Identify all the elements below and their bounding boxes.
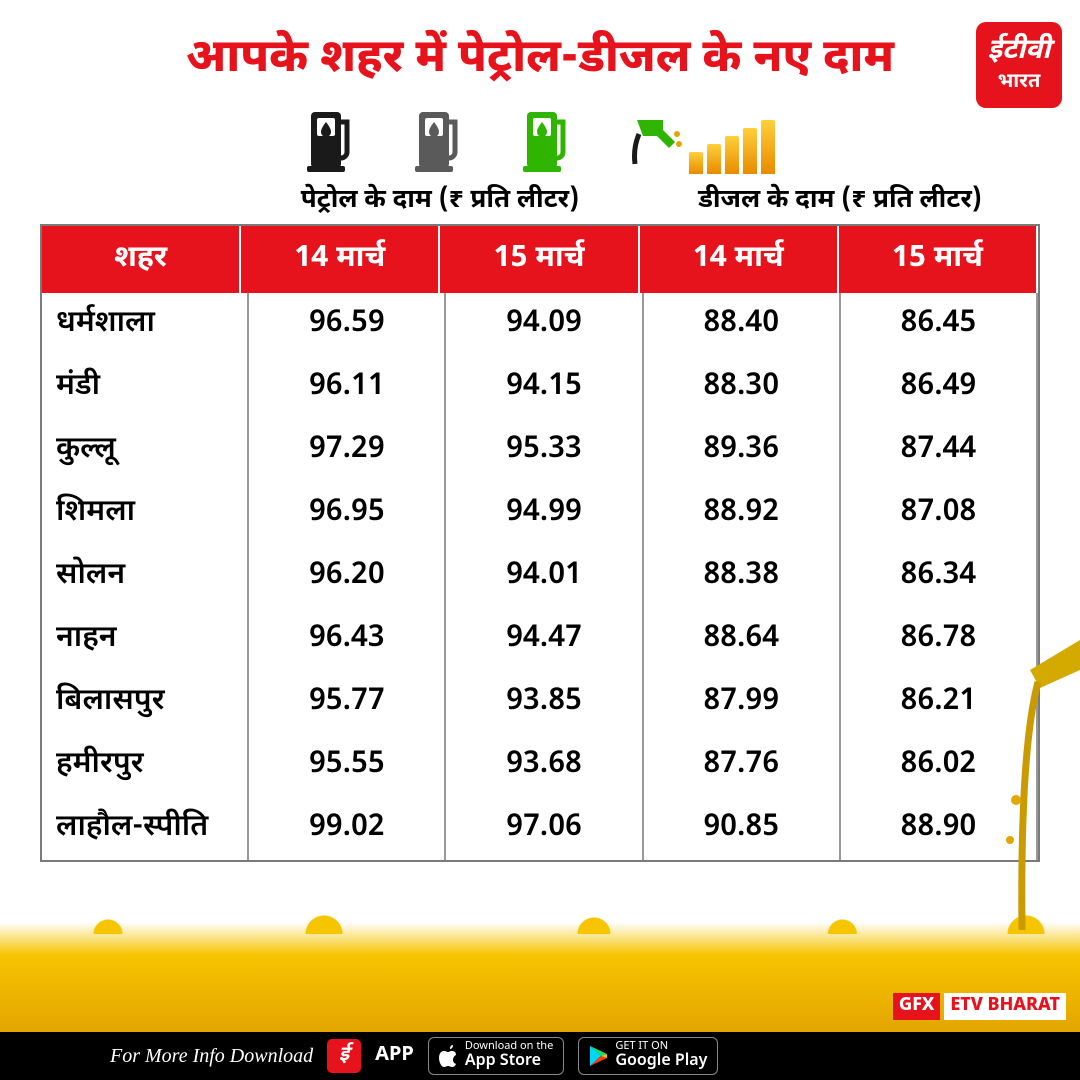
table-row: सोलन96.2094.0188.3886.34	[42, 545, 1038, 608]
googleplay-badge[interactable]: GET IT ONGoogle Play	[578, 1037, 718, 1075]
cell-value: 89.36	[644, 419, 841, 482]
cell-value: 94.99	[446, 482, 643, 545]
footer-text: For More Info Download	[110, 1045, 313, 1068]
bar-chart-icon	[689, 120, 775, 174]
price-table: शहर 14 मार्च 15 मार्च 14 मार्च 15 मार्च …	[40, 224, 1040, 862]
cell-value: 95.55	[249, 734, 446, 797]
table-row: शिमला96.9594.9988.9287.08	[42, 482, 1038, 545]
cell-value: 95.77	[249, 671, 446, 734]
footer-bar: For More Info Download ई APP Download on…	[0, 1032, 1080, 1080]
appstore-badge[interactable]: Download on theApp Store	[428, 1037, 564, 1075]
page-title: आपके शहर में पेट्रोल-डीजल के नए दाम	[0, 0, 1080, 90]
fuel-nozzle-icon	[629, 114, 683, 174]
table-row: कुल्लू97.2995.3389.3687.44	[42, 419, 1038, 482]
fuel-pump-icon	[413, 104, 471, 174]
brand-logo: ईटीवी भारत	[976, 22, 1062, 108]
cell-value: 88.92	[644, 482, 841, 545]
table-row: लाहौल-स्पीति99.0297.0690.8588.90	[42, 797, 1038, 860]
col-p15: 15 मार्च	[440, 226, 639, 293]
fuel-pump-icon	[521, 104, 579, 174]
cell-city: सोलन	[42, 545, 249, 608]
cell-city: मंडी	[42, 356, 249, 419]
logo-line1: ईटीवी	[987, 34, 1050, 70]
price-rise-chart-icon	[629, 114, 775, 174]
cell-value: 97.29	[249, 419, 446, 482]
cell-value: 96.59	[249, 293, 446, 356]
cell-value: 87.08	[841, 482, 1038, 545]
cell-city: हमीरपुर	[42, 734, 249, 797]
google-play-icon	[589, 1045, 609, 1067]
cell-value: 95.33	[446, 419, 643, 482]
col-d14: 14 मार्च	[640, 226, 839, 293]
cell-value: 87.76	[644, 734, 841, 797]
fuel-pump-icon	[305, 104, 363, 174]
cell-value: 88.40	[644, 293, 841, 356]
cell-value: 87.44	[841, 419, 1038, 482]
table-row: नाहन96.4394.4788.6486.78	[42, 608, 1038, 671]
cell-city: लाहौल-स्पीति	[42, 797, 249, 860]
cell-value: 96.20	[249, 545, 446, 608]
cell-value: 86.45	[841, 293, 1038, 356]
footer-app: APP	[375, 1043, 414, 1069]
cell-city: नाहन	[42, 608, 249, 671]
cell-value: 86.49	[841, 356, 1038, 419]
cell-value: 96.11	[249, 356, 446, 419]
cell-city: कुल्लू	[42, 419, 249, 482]
cell-value: 97.06	[446, 797, 643, 860]
diesel-subheader: डीजल के दाम (₹ प्रति लीटर)	[640, 184, 1040, 218]
cell-value: 94.09	[446, 293, 643, 356]
table-row: बिलासपुर95.7793.8587.9986.21	[42, 671, 1038, 734]
table-row: हमीरपुर95.5593.6887.7686.02	[42, 734, 1038, 797]
gfx-credit: GFX ETV BHARAT	[893, 993, 1066, 1020]
cell-value: 88.64	[644, 608, 841, 671]
icons-row	[0, 104, 1080, 174]
cell-value: 87.99	[644, 671, 841, 734]
logo-line2: भारत	[998, 70, 1041, 96]
cell-city: शिमला	[42, 482, 249, 545]
col-d15: 15 मार्च	[839, 226, 1038, 293]
gfx-brand: ETV BHARAT	[944, 993, 1066, 1020]
apple-icon	[439, 1045, 459, 1067]
cell-value: 96.95	[249, 482, 446, 545]
col-p14: 14 मार्च	[241, 226, 440, 293]
cell-value: 88.30	[644, 356, 841, 419]
cell-city: धर्मशाला	[42, 293, 249, 356]
petrol-subheader: पेट्रोल के दाम (₹ प्रति लीटर)	[240, 184, 640, 218]
table-row: धर्मशाला96.5994.0988.4086.45	[42, 293, 1038, 356]
cell-value: 90.85	[644, 797, 841, 860]
footer-mini-logo: ई	[327, 1039, 361, 1073]
cell-value: 93.85	[446, 671, 643, 734]
gfx-label: GFX	[893, 993, 940, 1020]
cell-value: 88.38	[644, 545, 841, 608]
col-city: शहर	[42, 226, 241, 293]
cell-value: 99.02	[249, 797, 446, 860]
subheader-row: पेट्रोल के दाम (₹ प्रति लीटर) डीजल के दा…	[40, 184, 1040, 218]
cell-value: 86.34	[841, 545, 1038, 608]
table-row: मंडी96.1194.1588.3086.49	[42, 356, 1038, 419]
table-header-row: शहर 14 मार्च 15 मार्च 14 मार्च 15 मार्च	[42, 226, 1038, 293]
cell-value: 93.68	[446, 734, 643, 797]
cell-value: 94.01	[446, 545, 643, 608]
cell-city: बिलासपुर	[42, 671, 249, 734]
fuel-nozzle-decoration	[960, 630, 1080, 930]
cell-value: 94.15	[446, 356, 643, 419]
cell-value: 96.43	[249, 608, 446, 671]
cell-value: 94.47	[446, 608, 643, 671]
